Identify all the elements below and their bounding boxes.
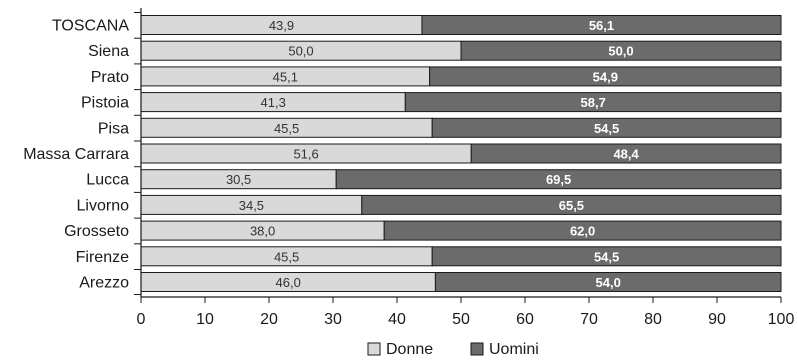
bar-uomini-prato <box>429 66 782 87</box>
value-label-uomini-firenze: 54,5 <box>594 249 619 264</box>
value-label-uomini-pisa: 54,5 <box>594 121 619 136</box>
bar-uomini-lucca <box>335 169 782 190</box>
bar-uomini-livorno <box>361 194 782 215</box>
value-label-donne-massa-carrara: 51,6 <box>293 147 318 162</box>
legend-swatch-donne <box>367 342 381 356</box>
category-label-pisa: Pisa <box>98 120 129 137</box>
bar-uomini-grosseto <box>383 220 782 241</box>
x-tick-label-40: 40 <box>388 311 406 328</box>
bar-uomini-pisa <box>431 117 782 138</box>
x-tick-label-50: 50 <box>452 311 470 328</box>
value-label-donne-arezzo: 46,0 <box>276 275 301 290</box>
category-label-prato: Prato <box>91 69 129 86</box>
x-tick-label-0: 0 <box>137 311 146 328</box>
axis-layer: TOSCANA Siena Prato Pistoia Pisa Massa Carrar… <box>23 8 794 328</box>
value-label-uomini-arezzo: 54,0 <box>596 275 621 290</box>
value-label-uomini-livorno: 65,5 <box>559 198 584 213</box>
value-label-donne-prato: 45,1 <box>273 69 298 84</box>
bar-uomini-pistoia <box>404 92 782 113</box>
bar-uomini-toscana <box>421 15 782 35</box>
value-label-uomini-siena: 50,0 <box>608 44 633 59</box>
category-label-grosseto: Grosseto <box>64 223 129 240</box>
x-tick-label-10: 10 <box>196 311 214 328</box>
value-label-uomini-grosseto: 62,0 <box>570 224 595 239</box>
value-label-uomini-prato: 54,9 <box>593 69 618 84</box>
value-label-donne-grosseto: 38,0 <box>250 224 275 239</box>
bar-uomini-massa-carrara <box>470 143 782 164</box>
x-tick-label-80: 80 <box>644 311 662 328</box>
bar-uomini-siena <box>460 40 782 61</box>
category-label-livorno: Livorno <box>77 197 130 214</box>
value-label-uomini-pistoia: 58,7 <box>581 95 606 110</box>
value-label-donne-lucca: 30,5 <box>226 172 251 187</box>
category-label-arezzo: Arezzo <box>79 275 129 292</box>
value-label-donne-toscana: 43,9 <box>269 18 294 33</box>
legend-label-uomini: Uomini <box>489 341 539 358</box>
x-tick-label-20: 20 <box>260 311 278 328</box>
value-label-donne-pisa: 45,5 <box>274 121 299 136</box>
value-label-uomini-lucca: 69,5 <box>546 172 571 187</box>
bar-uomini-arezzo <box>434 272 782 292</box>
bars-layer: 43,9 56,1 50,0 50,0 45,1 54,9 41,3 58,7 45,5 54,5… <box>140 15 782 292</box>
category-label-pistoia: Pistoia <box>81 95 129 112</box>
value-label-donne-siena: 50,0 <box>288 44 313 59</box>
value-label-donne-pistoia: 41,3 <box>261 95 286 110</box>
category-label-massa-carrara: Massa Carrara <box>23 146 129 163</box>
value-label-uomini-massa-carrara: 48,4 <box>613 147 639 162</box>
x-tick-label-60: 60 <box>516 311 534 328</box>
x-tick-label-100: 100 <box>768 311 795 328</box>
category-label-firenze: Firenze <box>76 249 129 266</box>
legend-label-donne: Donne <box>386 341 433 358</box>
category-label-toscana: TOSCANA <box>52 18 129 35</box>
x-tick-label-70: 70 <box>580 311 598 328</box>
x-tick-label-90: 90 <box>708 311 726 328</box>
x-tick-label-30: 30 <box>324 311 342 328</box>
legend: Donne Uomini <box>367 341 539 358</box>
bar-uomini-firenze <box>431 246 782 267</box>
value-label-donne-firenze: 45,5 <box>274 249 299 264</box>
value-label-donne-livorno: 34,5 <box>239 198 264 213</box>
category-label-lucca: Lucca <box>86 172 129 189</box>
legend-swatch-uomini <box>470 342 484 356</box>
value-label-uomini-toscana: 56,1 <box>589 18 614 33</box>
category-label-siena: Siena <box>88 43 129 60</box>
